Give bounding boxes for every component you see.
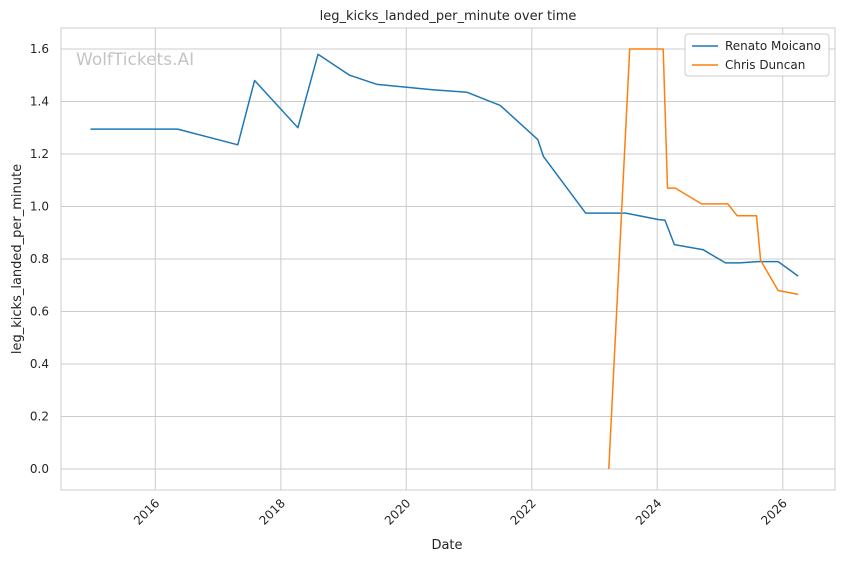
legend-label: Renato Moicano xyxy=(725,39,821,53)
legend-box xyxy=(684,33,830,77)
legend: Renato Moicano Chris Duncan xyxy=(684,33,830,77)
x-axis-title: Date xyxy=(431,538,462,553)
chart-title: leg_kicks_landed_per_minute over time xyxy=(320,9,577,24)
y-tick-label: 1.4 xyxy=(30,95,49,109)
y-tick-label: 0.8 xyxy=(30,252,49,266)
y-tick-label: 1.6 xyxy=(30,42,49,56)
plot-frame xyxy=(60,27,836,491)
legend-label: Chris Duncan xyxy=(725,58,805,72)
series-line-chris-duncan xyxy=(608,48,799,470)
watermark: WolfTickets.AI xyxy=(76,50,194,70)
series-line-renato-moicano xyxy=(90,53,799,277)
y-tick-label: 1.0 xyxy=(30,200,49,214)
grid-lines xyxy=(61,28,835,490)
y-tick-label: 0.6 xyxy=(30,305,49,319)
y-axis-title: leg_kicks_landed_per_minute xyxy=(10,164,25,354)
series-lines xyxy=(90,48,799,470)
y-tick-label: 1.2 xyxy=(30,147,49,161)
y-tick-label: 0.0 xyxy=(30,462,49,476)
y-tick-label: 0.2 xyxy=(30,410,49,424)
y-tick-label: 0.4 xyxy=(30,357,49,371)
